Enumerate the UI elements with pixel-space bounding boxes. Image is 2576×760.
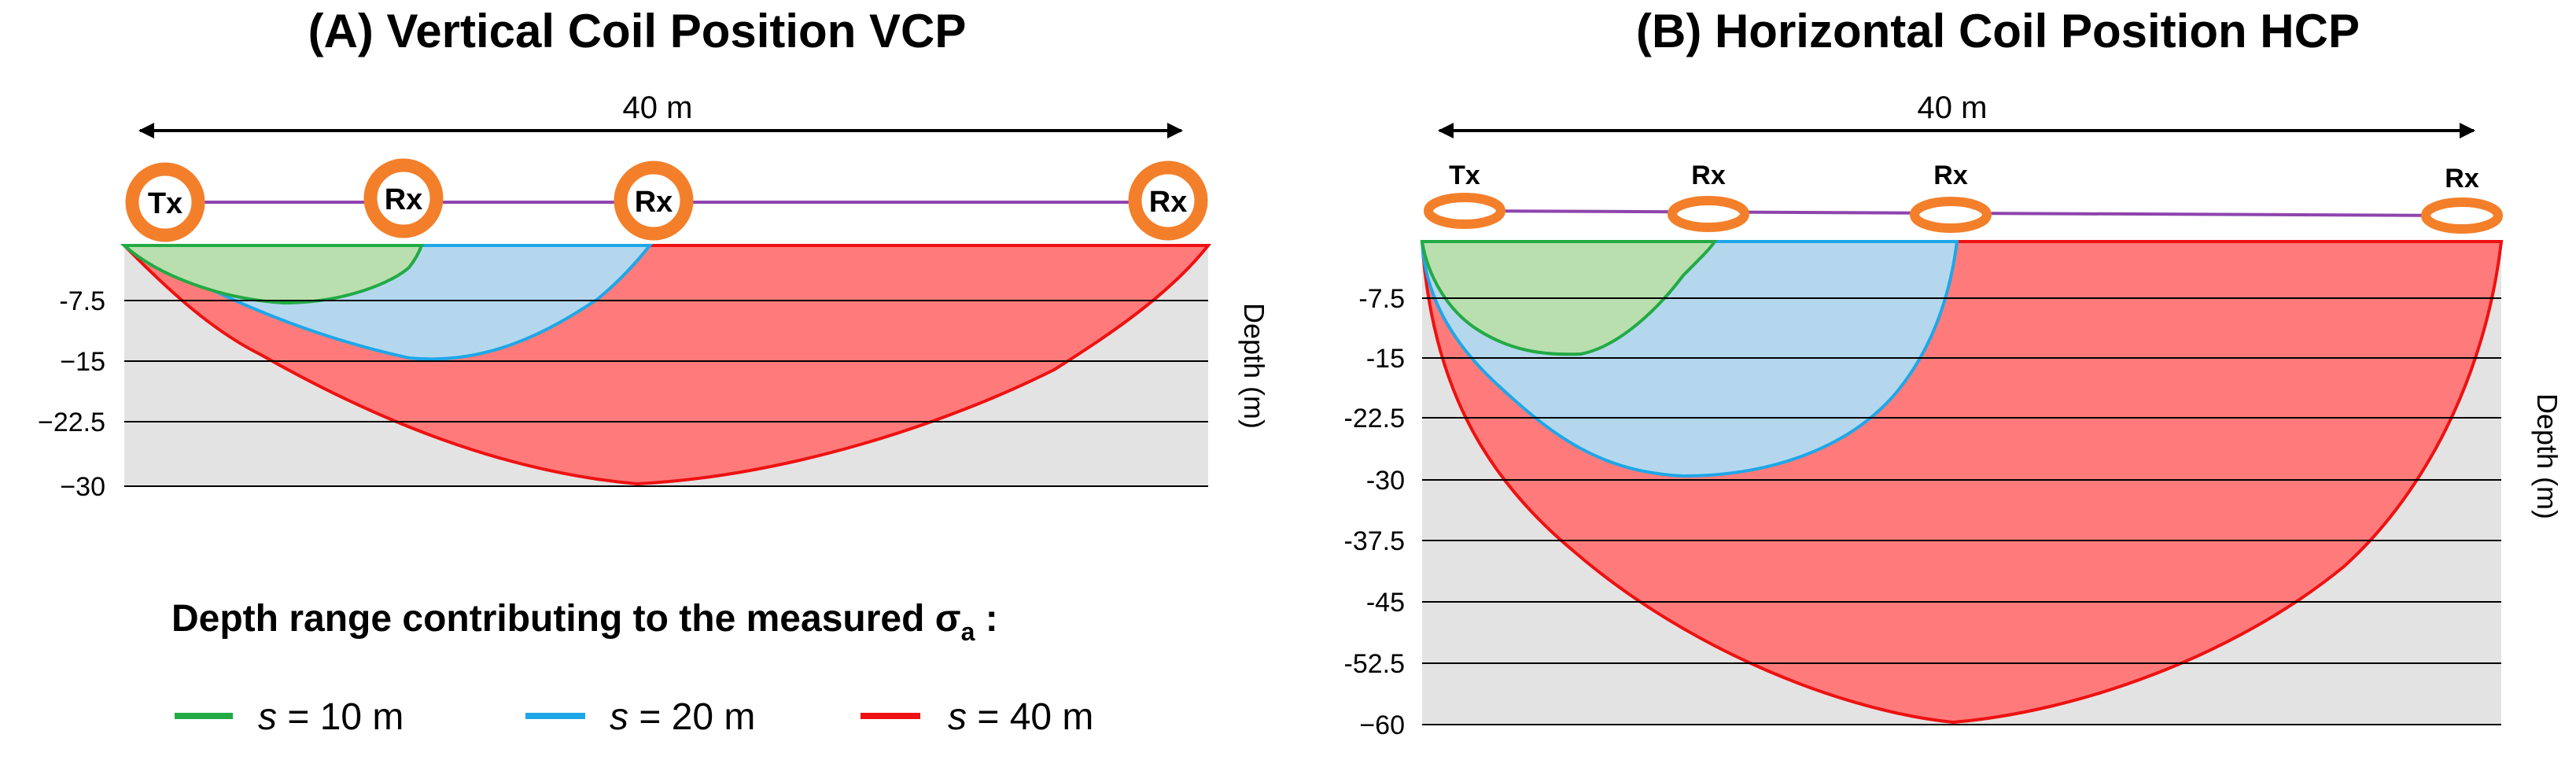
vcp-tick-label: -7.5 [59, 286, 105, 316]
vcp-coil-label: Rx [385, 183, 423, 216]
hcp-coil-tx: Tx [1424, 160, 1505, 229]
vcp-y-ticks: -7.5 −15 −22.5 −30 [38, 286, 105, 502]
hcp-tick-label: -45 [1366, 588, 1405, 618]
vcp-coil-label: Tx [148, 187, 182, 220]
legend-title-suffix: : [975, 598, 997, 640]
legend-item-label: s = 20 m [610, 696, 755, 738]
vcp-grid [124, 300, 1208, 487]
hcp-coil-label: Rx [1691, 160, 1726, 190]
legend-title-subscript: a [961, 618, 975, 646]
hcp-coil-rx-20: Rx [1910, 160, 1992, 233]
hcp-coil-rx-10: Rx [1668, 160, 1749, 232]
vcp-span-label: 40 m [623, 90, 693, 125]
hcp-tick-label: −60 [1359, 710, 1405, 740]
legend-item-label: s = 10 m [258, 696, 404, 738]
legend-item-s10: s = 10 m [175, 696, 404, 738]
hcp-title: (B) Horizontal Coil Position HCP [1636, 5, 2360, 57]
hcp-tick-label: -22.5 [1344, 404, 1406, 433]
hcp-tick-label: -7.5 [1358, 284, 1405, 314]
hcp-coil-label: Tx [1449, 160, 1480, 190]
vcp-tick-label: −30 [60, 472, 105, 502]
hcp-tick-label: -52.5 [1344, 649, 1406, 679]
vcp-title: (A) Vertical Coil Position VCP [308, 5, 967, 57]
panel-hcp: (B) Horizontal Coil Position HCP 40 m -7… [1344, 5, 2564, 740]
hcp-y-ticks: -7.5 -15 -22.5 -30 -37.5 -45 -52.5 −60 [1344, 284, 1406, 740]
legend-item-s20: s = 20 m [525, 696, 755, 738]
vcp-depth-axis-label: Depth (m) [1238, 303, 1270, 429]
legend: Depth range contributing to the measured… [171, 598, 1093, 738]
vcp-coil-rx-40: Rx [1128, 160, 1208, 241]
vcp-tick-label: −22.5 [38, 408, 105, 437]
hcp-span-label: 40 m [1918, 90, 1988, 125]
vcp-tick-label: −15 [60, 347, 105, 377]
vcp-coil-label: Rx [1149, 186, 1188, 219]
hcp-depth-axis-label: Depth (m) [2531, 393, 2563, 519]
vcp-area-s10 [120, 244, 424, 305]
vcp-coil-label: Rx [635, 186, 673, 219]
panel-vcp: (A) Vertical Coil Position VCP 40 m -7.5… [38, 5, 1270, 502]
vcp-coil-tx: Tx [125, 162, 205, 242]
hcp-tick-label: -37.5 [1344, 526, 1406, 556]
legend-item-s40: s = 40 m [861, 696, 1093, 738]
legend-title-main: Depth range contributing to the measured… [171, 598, 961, 640]
legend-title: Depth range contributing to the measured… [171, 598, 998, 646]
hcp-tick-label: -30 [1366, 466, 1405, 496]
vcp-coil-rx-10: Rx [363, 158, 444, 238]
legend-item-label: s = 40 m [948, 696, 1093, 738]
hcp-coil-label: Rx [1933, 160, 1968, 190]
hcp-coil-label: Rx [2445, 164, 2479, 194]
vcp-coil-rx-20: Rx [614, 160, 694, 241]
hcp-coil-rx-40: Rx [2421, 164, 2503, 234]
hcp-tick-label: -15 [1366, 344, 1405, 374]
hcp-grid [1422, 297, 2501, 725]
